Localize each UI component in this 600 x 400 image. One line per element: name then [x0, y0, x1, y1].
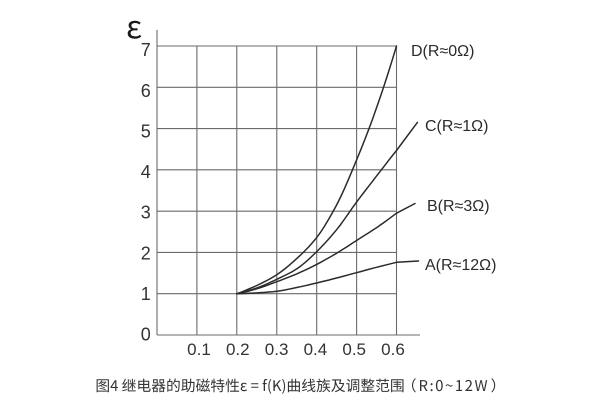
svg-text:0.3: 0.3 — [265, 340, 289, 359]
svg-text:3: 3 — [141, 203, 151, 223]
svg-text:7: 7 — [141, 40, 151, 60]
svg-text:B(R≈3Ω): B(R≈3Ω) — [427, 198, 490, 215]
svg-text:6: 6 — [141, 81, 151, 101]
svg-text:0.4: 0.4 — [304, 340, 328, 359]
svg-text:0.6: 0.6 — [381, 340, 405, 359]
svg-text:2: 2 — [141, 243, 151, 263]
svg-text:D(R≈0Ω): D(R≈0Ω) — [411, 43, 474, 60]
svg-text:0.5: 0.5 — [342, 340, 366, 359]
svg-text:4: 4 — [141, 162, 151, 182]
svg-text:C(R≈1Ω): C(R≈1Ω) — [425, 118, 488, 135]
svg-text:A(R≈12Ω): A(R≈12Ω) — [425, 257, 496, 274]
svg-text:5: 5 — [141, 121, 151, 141]
svg-text:0.1: 0.1 — [187, 340, 211, 359]
svg-text:0: 0 — [141, 325, 151, 345]
svg-text:0.2: 0.2 — [226, 340, 250, 359]
svg-text:1: 1 — [141, 284, 151, 304]
